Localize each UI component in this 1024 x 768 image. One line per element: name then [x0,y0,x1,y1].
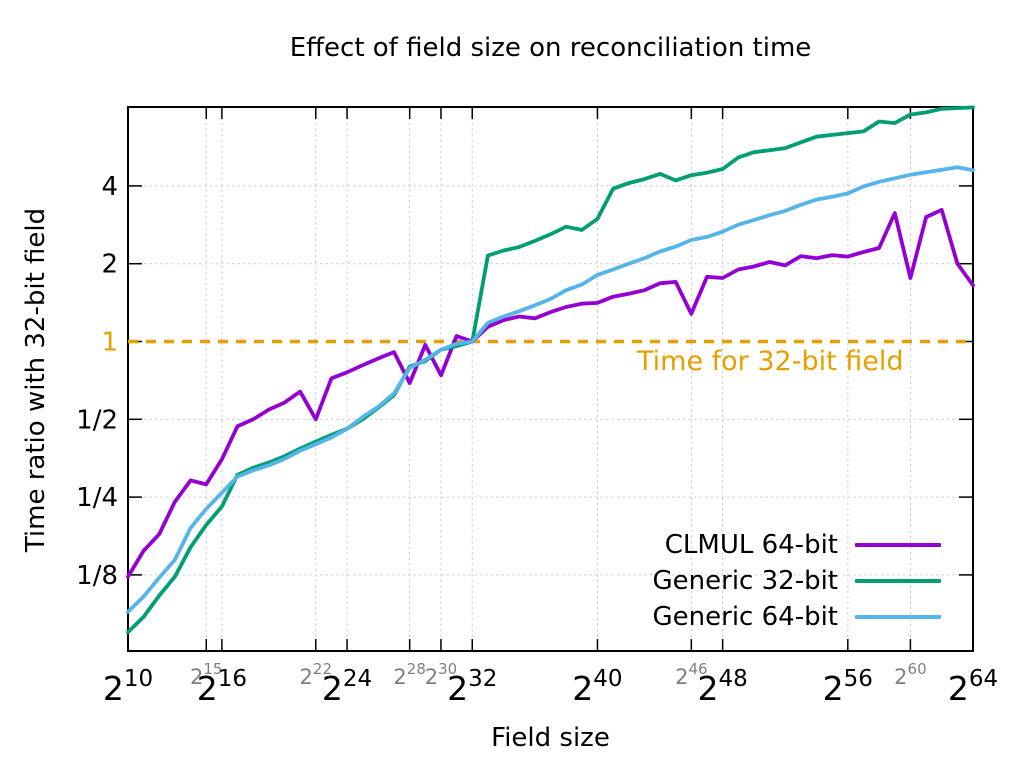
legend-label: Generic 32-bit [652,566,838,596]
legend-line-swatch [855,543,941,547]
x-tick-label: 210 [103,666,153,708]
y-tick-label: 2 [101,250,118,280]
x-axis-title: Field size [491,723,610,753]
y-axis-title-text: Time ratio with 32-bit field [21,207,51,553]
x-tick-label: 224 [322,666,372,708]
x-minor-tick-label: 228 [393,660,425,689]
gridlines [127,106,974,652]
x-minor-tick-label: 260 [894,660,926,689]
x-minor-tick-label: 215 [190,660,222,689]
x-minor-tick-label: 222 [300,660,332,689]
x-tick-label: 232 [447,666,497,708]
reference-line-label: Time for 32-bit field [637,346,904,377]
series-line-generic-64-bit [126,165,975,614]
tick-marks [127,107,974,651]
plot-border [127,106,974,652]
x-tick-label: 248 [697,666,747,708]
x-tick-label: 264 [948,666,998,708]
legend-label: Generic 64-bit [652,602,838,632]
series-line-generic-32-bit [126,105,975,635]
legend-item-generic-32bit: Generic 32-bit [653,563,941,599]
y-tick-label: 1/4 [76,483,118,513]
x-tick-label: 256 [823,666,873,708]
x-tick-label: 240 [572,666,622,708]
y-tick-label: 1/8 [76,561,118,591]
legend-item-clmul-64bit: CLMUL 64-bit [665,527,941,563]
y-tick-label: 1 [101,328,118,358]
x-minor-tick-label: 230 [425,660,457,689]
legend-line-swatch [855,615,941,619]
y-tick-label: 1/2 [76,405,118,435]
legend: CLMUL 64-bit Generic 32-bit Generic 64-b… [653,527,941,635]
series-line-clmul-64-bit [126,207,975,579]
legend-line-swatch [855,579,941,583]
x-tick-label: 216 [197,666,247,708]
x-minor-tick-label: 246 [675,660,707,689]
chart-title: Effect of field size on reconciliation t… [289,33,812,63]
legend-label: CLMUL 64-bit [664,530,838,560]
y-tick-label: 4 [101,172,118,202]
legend-item-generic-64bit: Generic 64-bit [653,599,941,635]
